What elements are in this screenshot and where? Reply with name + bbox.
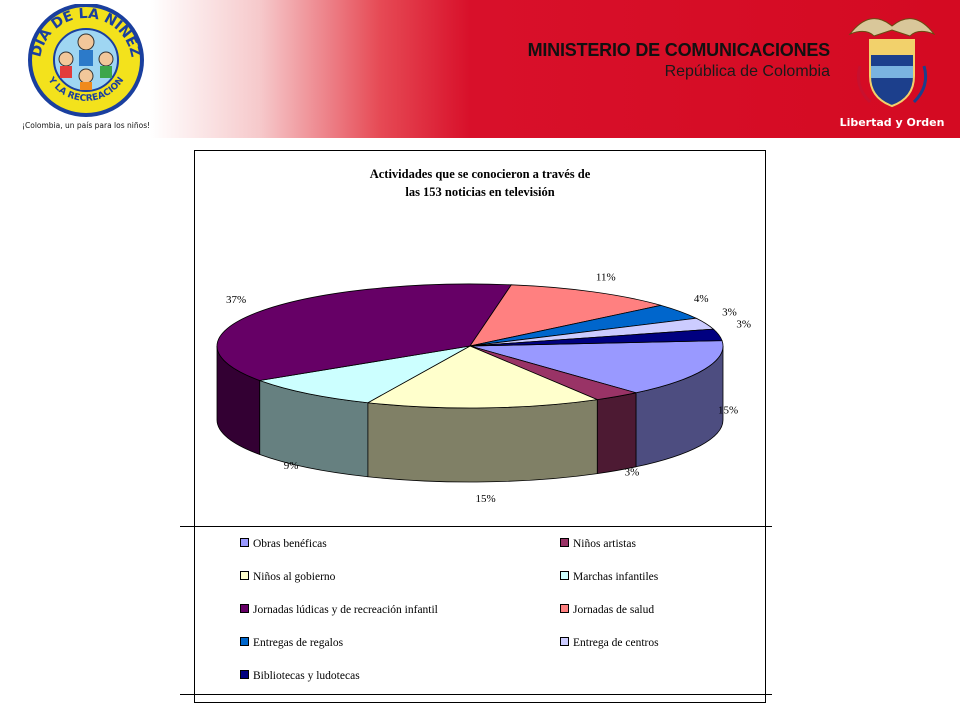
legend-item-entregas-de-regalos: Entregas de regalos [240, 637, 343, 649]
pie-data-label-entrega-de-centros: 3% [722, 306, 737, 318]
legend-label: Niños artistas [573, 538, 636, 550]
pie-side-ninos-al-gobierno [367, 399, 598, 483]
legend-item-jornadas-de-salud: Jornadas de salud [560, 604, 654, 616]
pie-data-label-obras-beneficas: 15% [718, 404, 738, 416]
pie-slice-marchas-infantiles [258, 345, 471, 404]
pie-data-label-marchas-infantiles: 9% [284, 460, 299, 472]
coat-of-arms-motto: Libertad y Orden [840, 116, 944, 129]
ministry-block: MINISTERIO DE COMUNICACIONES República d… [527, 40, 831, 81]
ministry-name: MINISTERIO DE COMUNICACIONES [527, 40, 831, 60]
legend-swatch [560, 571, 569, 580]
pie-data-label-jornadas-ludicas-y-de-recreacion-infantil: 37% [226, 294, 246, 306]
pie-data-label-ninos-artistas: 3% [625, 467, 640, 479]
legend-item-obras-beneficas: Obras benéficas [240, 538, 327, 550]
legend-bottom-border [180, 694, 772, 695]
legend-item-ninos-artistas: Niños artistas [560, 538, 636, 550]
chart-title-line-1: Actividades que se conocieron a través d… [370, 167, 591, 181]
logo-tagline: ¡Colombia, un país para los niños! [22, 121, 150, 130]
legend-label: Jornadas lúdicas y de recreación infanti… [253, 604, 438, 616]
legend-swatch [560, 538, 569, 547]
legend-item-marchas-infantiles: Marchas infantiles [560, 571, 658, 583]
legend-item-ninos-al-gobierno: Niños al gobierno [240, 571, 335, 583]
legend-label: Niños al gobierno [253, 571, 336, 583]
pie-slice-obras-beneficas [469, 340, 724, 394]
legend-swatch [240, 637, 249, 646]
legend-swatch [240, 538, 249, 547]
legend-label: Entrega de centros [573, 637, 659, 649]
legend-swatch [560, 604, 569, 613]
pie-data-label-ninos-al-gobierno: 15% [475, 493, 495, 505]
legend-top-border [180, 526, 772, 527]
legend-label: Obras benéficas [253, 538, 327, 550]
pie-data-label-bibliotecas-y-ludotecas: 3% [736, 319, 751, 331]
colombia-coat-of-arms-icon: Libertad y Orden [840, 18, 944, 129]
legend-swatch [240, 571, 249, 580]
legend-label: Jornadas de salud [573, 604, 655, 616]
pie-slice-jornadas-ludicas-y-de-recreacion-infantil [216, 283, 513, 381]
pie-slice-bibliotecas-y-ludotecas [469, 328, 723, 347]
legend-swatch [560, 637, 569, 646]
country-name: República de Colombia [664, 63, 830, 80]
legend-item-entrega-de-centros: Entrega de centros [560, 637, 659, 649]
header-banner: DIA DE LA NIÑEZ Y LA RECREACION ¡Colombi… [0, 0, 960, 138]
legend-item-jornadas-ludicas-y-de-recreacion-infantil: Jornadas lúdicas y de recreación infanti… [240, 604, 438, 616]
chart-title-line-2: las 153 noticias en televisión [405, 185, 554, 199]
legend-swatch [240, 670, 249, 679]
legend-label: Bibliotecas y ludotecas [253, 670, 360, 682]
dia-de-la-ninez-logo: DIA DE LA NIÑEZ Y LA RECREACION ¡Colombi… [22, 4, 150, 130]
pie-data-label-entregas-de-regalos: 4% [694, 293, 709, 305]
pie-side-ninos-artistas [596, 392, 637, 475]
legend-label: Entregas de regalos [253, 637, 344, 649]
legend-item-bibliotecas-y-ludotecas: Bibliotecas y ludotecas [240, 670, 360, 682]
legend-swatch [240, 604, 249, 613]
pie-slice-jornadas-de-salud [469, 284, 662, 347]
pie-slice-ninos-al-gobierno [366, 345, 599, 409]
legend-label: Marchas infantiles [573, 571, 659, 583]
pie-data-label-jornadas-de-salud: 11% [596, 271, 616, 283]
